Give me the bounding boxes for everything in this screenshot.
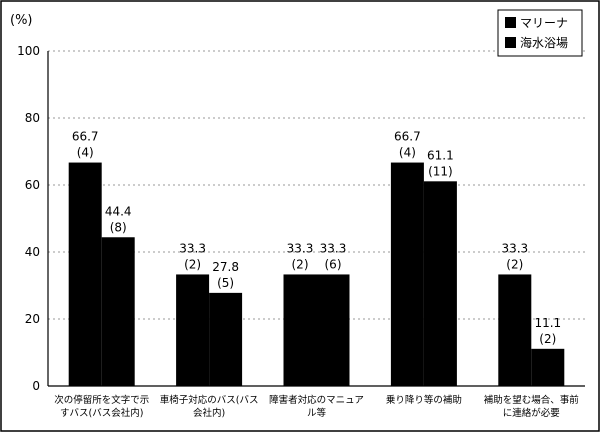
value-label-0-3: 66.7 [394,130,421,144]
bar-0-1 [176,274,210,386]
x-tick-label-4-1: に連絡が必要 [503,407,560,419]
x-tick-label-3-0: 乗り降り等の補助 [386,394,462,406]
y-tick-label-20: 20 [25,312,40,326]
count-label-0-3: (4) [399,146,416,160]
x-tick-label-4-0: 補助を望む場合、事前 [484,394,579,406]
legend-swatch-beach [505,37,516,48]
y-tick-label-100: 100 [17,44,40,58]
bar-1-3 [423,181,457,386]
value-label-1-1: 27.8 [212,260,239,274]
y-axis-ticks: 0 20 40 60 80 100 [17,44,40,393]
bar-0-2 [283,274,317,386]
bar-0-4 [498,274,532,386]
x-tick-label-2-1: ル等 [307,407,327,419]
x-tick-label-2-0: 障害者対応のマニュア [269,394,364,406]
bar-1-1 [209,292,243,386]
count-label-0-4: (2) [506,257,523,271]
legend-label-beach: 海水浴場 [520,35,568,50]
bar-1-4 [531,348,565,386]
bar-0-0 [68,162,102,386]
value-label-1-2: 33.3 [320,241,347,255]
legend: マリーナ 海水浴場 [497,9,583,57]
value-label-0-4: 33.3 [501,241,528,255]
count-label-1-3: (11) [428,164,453,178]
bar-0-3 [390,162,424,386]
count-label-0-1: (2) [184,257,201,271]
count-label-1-1: (5) [217,276,234,290]
value-labels: 66.7 (4) 44.4 (8) 33.3 (2) 27.8 (5) 33.3 (2) 33.3 (… [72,130,561,346]
bar-1-2 [316,274,350,386]
bar-1-0 [101,237,135,386]
value-label-0-1: 33.3 [179,241,206,255]
y-tick-label-40: 40 [25,245,40,259]
value-label-1-0: 44.4 [105,204,132,218]
y-tick-label-60: 60 [25,178,40,192]
value-label-1-3: 61.1 [427,148,454,162]
count-label-0-2: (2) [292,257,309,271]
legend-label-marina: マリーナ [520,16,568,30]
bars [68,162,565,386]
count-label-1-4: (2) [539,332,556,346]
count-label-0-0: (4) [77,146,94,160]
legend-swatch-marina [505,17,516,28]
value-label-0-2: 33.3 [287,241,314,255]
y-axis-label: (%) [10,13,33,28]
value-label-0-0: 66.7 [72,130,99,144]
y-tick-label-80: 80 [25,111,40,125]
x-tick-label-0-1: すバス(バス会社内) [60,407,143,419]
count-label-1-2: (6) [325,257,342,271]
y-tick-label-0: 0 [32,379,40,393]
x-tick-label-1-0: 車椅子対応のバス(バス [160,394,259,406]
x-tick-label-0-0: 次の停留所を文字で示 [54,394,149,406]
count-label-1-0: (8) [110,220,127,234]
x-tick-label-1-1: 会社内) [193,407,225,419]
value-label-1-4: 11.1 [534,316,561,330]
